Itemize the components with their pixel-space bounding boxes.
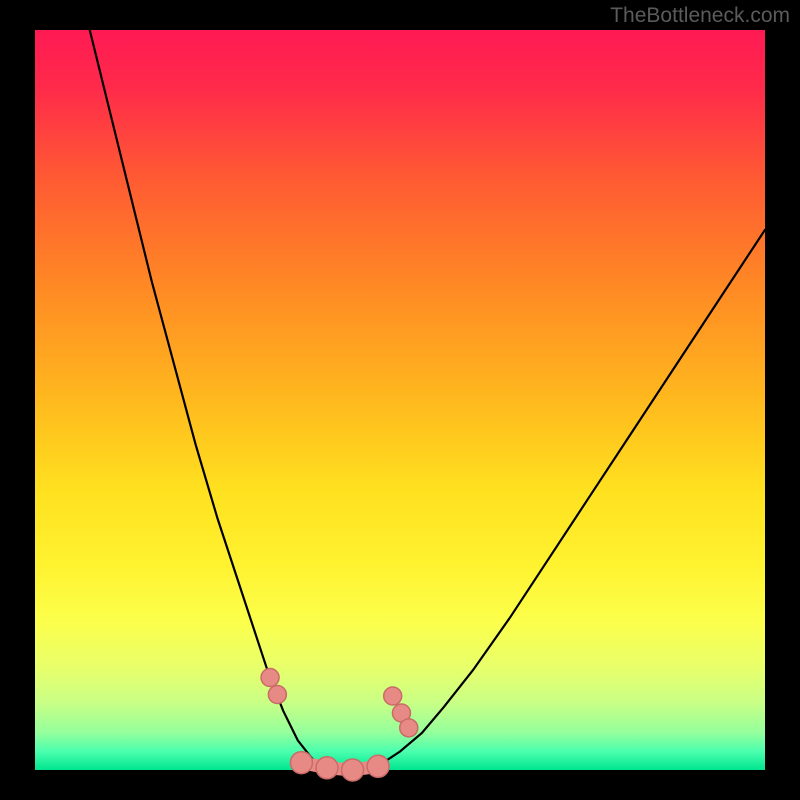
chart-svg <box>0 0 800 800</box>
bottleneck-chart <box>0 0 800 800</box>
marker-right <box>400 719 418 737</box>
marker-bottom <box>316 757 338 779</box>
marker-right <box>384 687 402 705</box>
marker-left <box>261 669 279 687</box>
marker-bottom <box>290 752 312 774</box>
chart-gradient-background <box>35 30 765 770</box>
watermark-text: TheBottleneck.com <box>610 4 790 28</box>
marker-bottom <box>342 759 364 781</box>
marker-left <box>268 686 286 704</box>
marker-bottom <box>367 755 389 777</box>
